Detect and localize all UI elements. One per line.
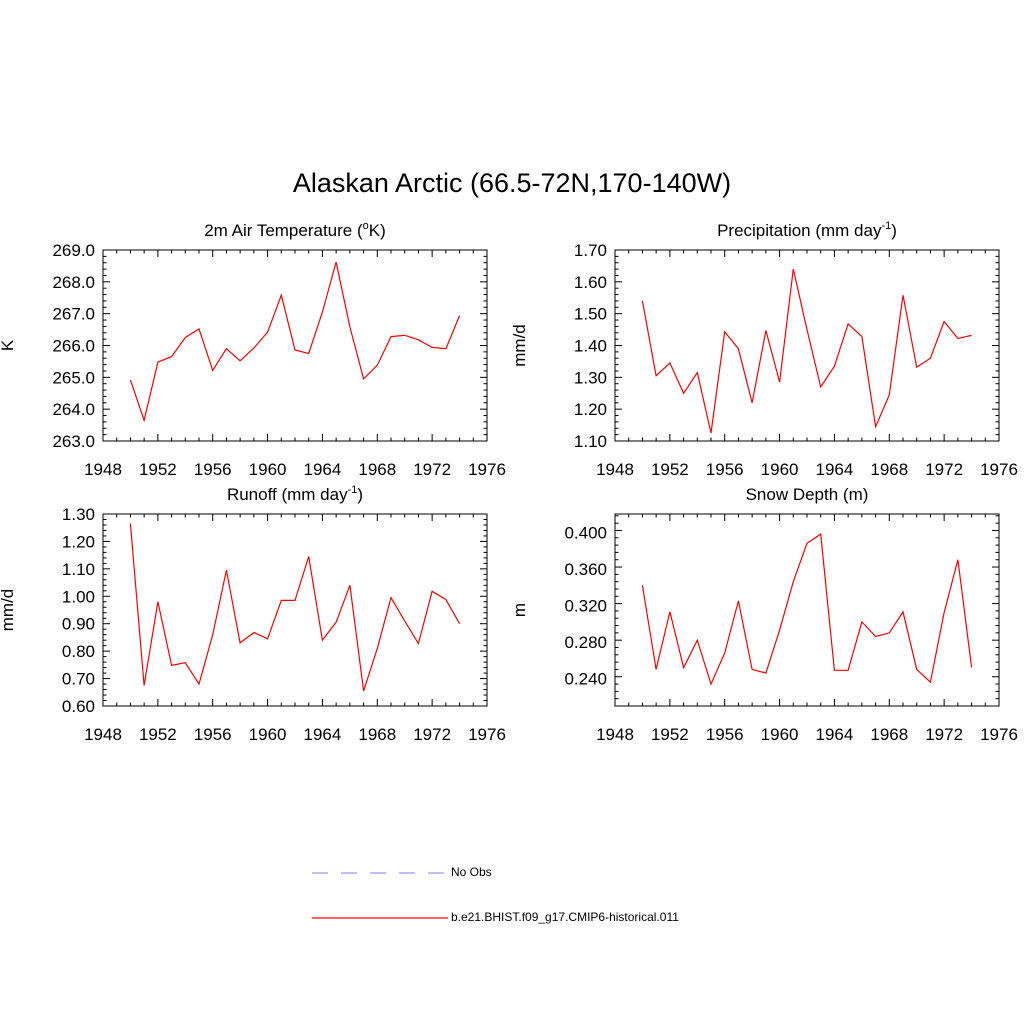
x-tick-label: 1968 [358, 725, 396, 744]
x-tick-label: 1976 [468, 460, 506, 479]
y-axis-label: m [510, 603, 529, 617]
chart-panel-3: 1948 1952 1956 1960 1964 1968 1972 1976 0.60 0.70… [0, 484, 506, 744]
panel-title-main: 2m Air Temperature ( [204, 221, 363, 240]
y-tick-label: 0.80 [62, 642, 95, 661]
legend-label-model: b.e21.BHIST.f09_g17.CMIP6-historical.011 [451, 910, 679, 924]
y-tick-label: 0.320 [564, 596, 607, 615]
y-axis-label: mm/d [510, 324, 529, 367]
x-tick-label: 1972 [413, 460, 451, 479]
page-title: Alaskan Arctic (66.5-72N,170-140W) [292, 168, 732, 198]
y-axis-label: mm/d [0, 589, 17, 632]
panel-title-tail: ) [891, 221, 897, 240]
series-line-model [129, 261, 461, 423]
x-tick-label: 1948 [596, 725, 634, 744]
y-tick-label: 1.60 [574, 273, 607, 292]
y-axis-label: K [0, 339, 17, 351]
panel-title: Runoff (mm day-1) [227, 484, 363, 504]
x-tick-label: 1956 [706, 460, 744, 479]
y-tick-label: 268.0 [52, 273, 95, 292]
y-tick-label: 0.60 [62, 697, 95, 716]
x-tick-label: 1972 [925, 460, 963, 479]
panel-title-tail: ) [357, 485, 363, 504]
y-tick-label: 269.0 [52, 241, 95, 260]
y-tick-label: 266.0 [52, 337, 95, 356]
x-tick-label: 1956 [194, 725, 232, 744]
y-tick-label: 0.90 [62, 615, 95, 634]
y-tick-label: 0.400 [564, 523, 607, 542]
x-tick-label: 1960 [249, 725, 287, 744]
series-line-model [641, 533, 973, 686]
x-tick-label: 1956 [706, 725, 744, 744]
panel-title-main: Runoff (mm day [227, 485, 348, 504]
y-tick-label: 1.10 [62, 560, 95, 579]
panel-title-superscript: o [363, 220, 369, 232]
y-tick-label: 0.240 [564, 670, 607, 689]
chart-panel-4: 1948 1952 1956 1960 1964 1968 1972 1976 0.240 0.2… [510, 485, 1018, 744]
panel-title-tail: K) [369, 221, 386, 240]
y-tick-label: 264.0 [52, 400, 95, 419]
legend-label-obs: No Obs [451, 865, 492, 879]
x-tick-label: 1968 [870, 460, 908, 479]
x-tick-label: 1964 [816, 725, 854, 744]
panel-title: 2m Air Temperature (oK) [204, 220, 386, 240]
chart-panel-2: 1948 1952 1956 1960 1964 1968 1972 1976 1.10 1.20… [510, 220, 1018, 479]
x-tick-label: 1952 [651, 725, 689, 744]
panel-title-main: Precipitation (mm day [717, 221, 882, 240]
y-tick-label: 1.00 [62, 587, 95, 606]
y-tick-label: 0.360 [564, 560, 607, 579]
x-tick-label: 1972 [413, 725, 451, 744]
x-tick-label: 1960 [761, 460, 799, 479]
y-tick-label: 1.20 [574, 400, 607, 419]
plot-frame [614, 249, 1000, 442]
x-tick-label: 1964 [816, 460, 854, 479]
x-tick-label: 1972 [925, 725, 963, 744]
series-line-model [641, 268, 972, 434]
y-tick-label: 263.0 [52, 432, 95, 451]
panel-title: Precipitation (mm day-1) [717, 220, 897, 240]
x-tick-label: 1948 [596, 460, 634, 479]
x-tick-label: 1968 [870, 725, 908, 744]
x-tick-label: 1976 [980, 725, 1018, 744]
x-tick-label: 1952 [139, 460, 177, 479]
panel-title-superscript: -1 [348, 484, 358, 496]
y-tick-label: 265.0 [52, 368, 95, 387]
x-tick-label: 1952 [139, 725, 177, 744]
x-tick-label: 1964 [304, 725, 342, 744]
y-tick-label: 0.70 [62, 670, 95, 689]
y-tick-label: 1.40 [574, 337, 607, 356]
y-tick-label: 1.70 [574, 241, 607, 260]
y-tick-label: 0.280 [564, 633, 607, 652]
y-tick-label: 1.20 [62, 532, 95, 551]
y-tick-label: 267.0 [52, 305, 95, 324]
y-tick-label: 1.30 [574, 368, 607, 387]
x-tick-label: 1976 [980, 460, 1018, 479]
x-tick-label: 1948 [84, 725, 122, 744]
plot-frame [102, 513, 488, 707]
x-tick-label: 1956 [194, 460, 232, 479]
x-tick-label: 1960 [761, 725, 799, 744]
x-tick-label: 1948 [84, 460, 122, 479]
x-tick-label: 1968 [358, 460, 396, 479]
y-tick-label: 1.10 [574, 432, 607, 451]
x-tick-label: 1960 [249, 460, 287, 479]
panel-title-main: Snow Depth (m) [746, 485, 869, 504]
series-line-model [129, 523, 461, 692]
chart-panel-1: 1948 1952 1956 1960 1964 1968 1972 1976 263.0 264… [0, 220, 506, 479]
y-tick-label: 1.50 [574, 305, 607, 324]
panel-title-superscript: -1 [881, 220, 891, 232]
x-tick-label: 1952 [651, 460, 689, 479]
y-tick-label: 1.30 [62, 505, 95, 524]
x-tick-label: 1964 [304, 460, 342, 479]
panel-title: Snow Depth (m) [746, 485, 869, 504]
x-tick-label: 1976 [468, 725, 506, 744]
